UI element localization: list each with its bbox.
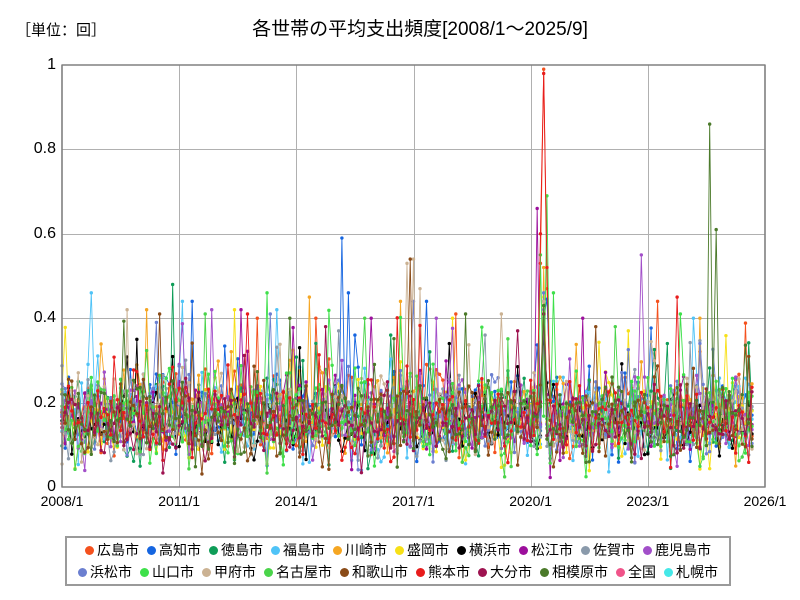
legend-item-label: 和歌山市 bbox=[352, 564, 408, 580]
legend-item-label: 松江市 bbox=[531, 542, 573, 558]
legend-marker-icon bbox=[147, 545, 156, 555]
legend-item-label: 浜松市 bbox=[90, 564, 132, 580]
legend-item-label: 福島市 bbox=[283, 542, 325, 558]
legend-item-label: 徳島市 bbox=[221, 542, 263, 558]
legend-item-label: 札幌市 bbox=[676, 564, 718, 580]
legend-row: 広島市 高知市 徳島市 福島市 川崎市 盛岡市 横浜市 松江市 佐賀市 鹿児島市 bbox=[71, 539, 725, 561]
legend-item-label: 名古屋市 bbox=[276, 564, 332, 580]
chart-legend: 広島市 高知市 徳島市 福島市 川崎市 盛岡市 横浜市 松江市 佐賀市 鹿児島市浜松市 山口市 甲府市… bbox=[65, 536, 731, 586]
legend-item[interactable]: 和歌山市 bbox=[340, 565, 408, 579]
legend-marker-icon bbox=[519, 545, 528, 555]
legend-item[interactable]: 鹿児島市 bbox=[643, 543, 711, 557]
legend-marker-icon bbox=[616, 567, 625, 577]
legend-item[interactable]: 相模原市 bbox=[540, 565, 608, 579]
legend-marker-icon bbox=[333, 545, 342, 555]
legend-item-label: 熊本市 bbox=[428, 564, 470, 580]
legend-item[interactable]: 盛岡市 bbox=[395, 543, 449, 557]
legend-item[interactable]: 大分市 bbox=[478, 565, 532, 579]
legend-marker-icon bbox=[202, 567, 211, 577]
legend-marker-icon bbox=[581, 545, 590, 555]
legend-marker-icon bbox=[78, 567, 87, 577]
legend-item-label: 盛岡市 bbox=[407, 542, 449, 558]
legend-marker-icon bbox=[264, 567, 273, 577]
legend-item[interactable]: 広島市 bbox=[85, 543, 139, 557]
legend-item-label: 川崎市 bbox=[345, 542, 387, 558]
legend-item[interactable]: 高知市 bbox=[147, 543, 201, 557]
legend-item-label: 鹿児島市 bbox=[655, 542, 711, 558]
legend-item[interactable]: 札幌市 bbox=[664, 565, 718, 579]
legend-item-label: 高知市 bbox=[159, 542, 201, 558]
legend-item[interactable]: 名古屋市 bbox=[264, 565, 332, 579]
legend-item-label: 全国 bbox=[628, 564, 656, 580]
legend-item[interactable]: 徳島市 bbox=[209, 543, 263, 557]
legend-item[interactable]: 福島市 bbox=[271, 543, 325, 557]
legend-item-label: 甲府市 bbox=[214, 564, 256, 580]
legend-marker-icon bbox=[457, 545, 466, 555]
legend-item[interactable]: 全国 bbox=[616, 565, 656, 579]
legend-marker-icon bbox=[340, 567, 349, 577]
legend-item-label: 大分市 bbox=[490, 564, 532, 580]
legend-item-label: 相模原市 bbox=[552, 564, 608, 580]
legend-item-label: 横浜市 bbox=[469, 542, 511, 558]
legend-marker-icon bbox=[664, 567, 673, 577]
legend-marker-icon bbox=[271, 545, 280, 555]
legend-marker-icon bbox=[85, 545, 94, 555]
legend-marker-icon bbox=[540, 567, 549, 577]
legend-item[interactable]: 甲府市 bbox=[202, 565, 256, 579]
legend-item-label: 広島市 bbox=[97, 542, 139, 558]
legend-row: 浜松市 山口市 甲府市 名古屋市 和歌山市 熊本市 大分市 相模原市 全国 札幌市 bbox=[71, 561, 725, 583]
legend-item[interactable]: 佐賀市 bbox=[581, 543, 635, 557]
legend-marker-icon bbox=[416, 567, 425, 577]
legend-item-label: 山口市 bbox=[152, 564, 194, 580]
legend-marker-icon bbox=[395, 545, 404, 555]
legend-item-label: 佐賀市 bbox=[593, 542, 635, 558]
legend-marker-icon bbox=[209, 545, 218, 555]
legend-item[interactable]: 川崎市 bbox=[333, 543, 387, 557]
legend-marker-icon bbox=[140, 567, 149, 577]
legend-item[interactable]: 浜松市 bbox=[78, 565, 132, 579]
legend-item[interactable]: 松江市 bbox=[519, 543, 573, 557]
legend-marker-icon bbox=[643, 545, 652, 555]
legend-item[interactable]: 山口市 bbox=[140, 565, 194, 579]
legend-item[interactable]: 熊本市 bbox=[416, 565, 470, 579]
legend-marker-icon bbox=[478, 567, 487, 577]
legend-item[interactable]: 横浜市 bbox=[457, 543, 511, 557]
